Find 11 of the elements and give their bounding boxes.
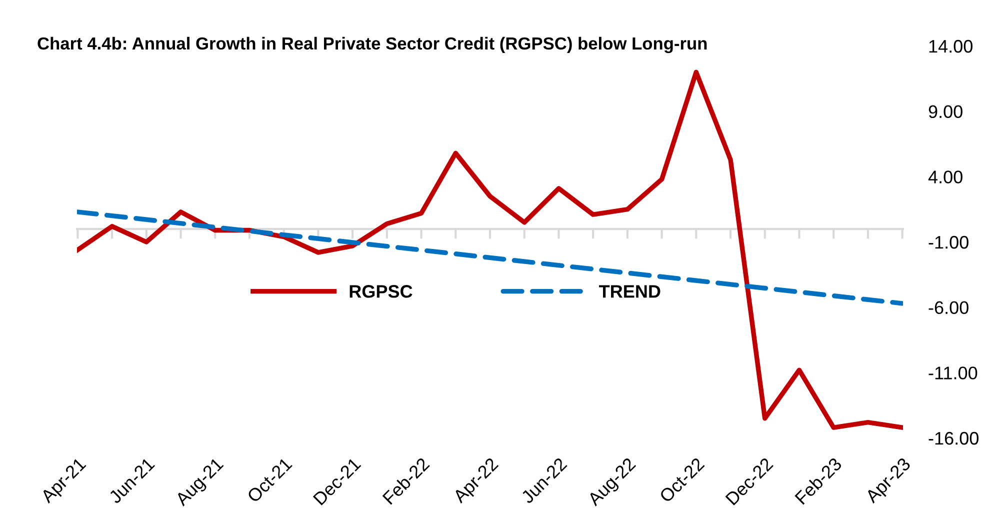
y-tick-label: 9.00 (928, 105, 962, 118)
legend-label: RGPSC (350, 285, 412, 298)
y-tick-label: -11.00 (928, 366, 978, 380)
chart-title: Chart 4.4b: Annual Growth in Real Private Sector Credit (RGPSC) below Long-run (38, 36, 707, 54)
line-series (77, 70, 903, 430)
y-tick-label: -6.00 (928, 301, 968, 314)
y-tick-label: -16.00 (928, 432, 978, 445)
legend-label: TREND (599, 285, 660, 298)
y-tick-label: 4.00 (928, 170, 962, 184)
y-tick-label: -1.00 (928, 236, 968, 249)
y-tick-label: 14.00 (929, 40, 972, 53)
